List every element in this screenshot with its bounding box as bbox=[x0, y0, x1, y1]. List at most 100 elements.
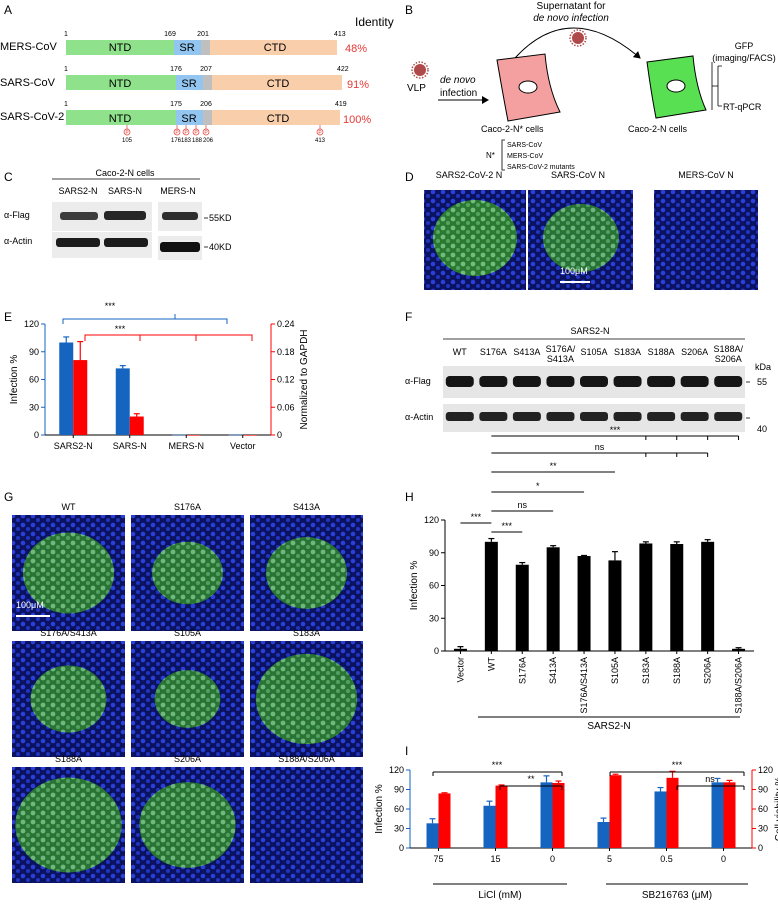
lane-label: S413A bbox=[547, 354, 574, 364]
image-title: S183A bbox=[293, 628, 320, 638]
start-label-mers: 1 bbox=[64, 31, 68, 38]
significance-label: ns bbox=[517, 500, 527, 510]
y-tick-label: 120 bbox=[389, 765, 404, 775]
infection-focus bbox=[30, 665, 107, 733]
bar bbox=[701, 541, 715, 651]
lane-label: SARS-N bbox=[108, 186, 142, 196]
lane-label: S188A/ bbox=[713, 344, 743, 354]
bar bbox=[609, 775, 622, 848]
lane-label: S413A bbox=[513, 347, 540, 357]
readout-qpcr: RT-qPCR bbox=[723, 102, 762, 112]
blot-header: SARS2-N bbox=[570, 326, 609, 336]
y2-tick-label: 0.24 bbox=[277, 319, 295, 329]
significance-label: *** bbox=[610, 425, 621, 435]
image-title: S206A bbox=[174, 754, 201, 764]
ntd-label-sars2: NTD bbox=[109, 113, 132, 125]
bar bbox=[438, 793, 451, 848]
nstar-item: SARS-CoV bbox=[507, 142, 542, 149]
sr-domain-sars2 bbox=[176, 110, 203, 125]
significance-label: *** bbox=[471, 512, 482, 522]
x-tick-label: Vector bbox=[455, 657, 465, 683]
lane-label: S183A bbox=[614, 347, 641, 357]
identity-header: Identity bbox=[355, 15, 394, 29]
panel-a: A Identity MERS-CoV 1 NTD SR CTD 169 201… bbox=[0, 3, 394, 144]
x-tick-label: Vector bbox=[230, 441, 256, 451]
x-tick-label: S105A bbox=[610, 657, 620, 684]
marker-label: 55KD bbox=[209, 213, 232, 223]
y-tick-label: 90 bbox=[394, 785, 404, 795]
ctd-label-sars: CTD bbox=[267, 78, 290, 90]
x-tick-label: 0 bbox=[550, 854, 555, 864]
marker-label: 40 bbox=[757, 424, 767, 434]
start-label-sars2: 1 bbox=[64, 101, 68, 108]
sr-end-mers: 201 bbox=[197, 31, 209, 38]
bar bbox=[484, 541, 498, 651]
readout-gfp-line2: (imaging/FACS) bbox=[712, 53, 776, 63]
micrograph bbox=[250, 767, 363, 883]
bar bbox=[73, 360, 88, 435]
bar bbox=[59, 342, 74, 435]
bar bbox=[426, 823, 439, 848]
infection-focus bbox=[265, 537, 348, 609]
x-tick-label: 5 bbox=[607, 854, 612, 864]
sr-label-sars: SR bbox=[181, 78, 196, 90]
lane-label: S176A/ bbox=[546, 344, 576, 354]
scalebar-label: 100μM bbox=[16, 600, 44, 610]
bar bbox=[172, 434, 187, 436]
vlp-label: VLP bbox=[407, 83, 426, 94]
y2-tick-label: 0.18 bbox=[277, 347, 295, 357]
chart-h: 0 30 60 90 120 Infection % Vector WT S176A S413A S… bbox=[409, 515, 754, 714]
bar bbox=[129, 416, 144, 435]
x-tick-label: S176A bbox=[517, 657, 527, 684]
y2-axis-label: Cell viability % bbox=[774, 777, 778, 842]
bar bbox=[540, 782, 553, 848]
bar bbox=[546, 547, 560, 651]
y-axis-label: Infection % bbox=[409, 561, 420, 611]
infection-focus bbox=[139, 782, 236, 868]
blot-band bbox=[104, 238, 148, 247]
significance-label: *** bbox=[672, 760, 683, 770]
micrograph-mers bbox=[654, 190, 758, 290]
panel-h-letter: H bbox=[405, 490, 414, 504]
ntd-label-sars: NTD bbox=[109, 78, 132, 90]
image-title: WT bbox=[62, 502, 76, 512]
infection-focus bbox=[15, 777, 122, 873]
readout-bracket bbox=[711, 62, 722, 110]
significance-bracket-red bbox=[84, 334, 253, 341]
scalebar-label: 100μM bbox=[560, 266, 588, 276]
image-title: SARS2-CoV-2 N bbox=[436, 170, 503, 180]
bar bbox=[639, 543, 653, 651]
end-label-sars: 422 bbox=[337, 66, 349, 73]
lane-label: S206A bbox=[715, 354, 742, 364]
x-tick-label: 75 bbox=[433, 854, 443, 864]
sr-label-mers: SR bbox=[179, 42, 194, 54]
panel-b-letter: B bbox=[405, 3, 413, 17]
y-axis-label: Infection % bbox=[9, 355, 20, 405]
panel-a-letter: A bbox=[4, 3, 12, 17]
y-tick-label: 60 bbox=[394, 804, 404, 814]
x-tick-label: MERS-N bbox=[169, 441, 205, 451]
bar bbox=[666, 777, 679, 848]
panel-g-letter: G bbox=[4, 490, 13, 504]
significance-label: ** bbox=[550, 461, 558, 471]
nstar-label: N* bbox=[486, 151, 495, 160]
blot-band bbox=[680, 376, 709, 387]
bar bbox=[186, 435, 201, 436]
phospho-marker: P bbox=[318, 130, 322, 136]
sr-domain-mers bbox=[174, 40, 201, 55]
blot-band bbox=[445, 376, 474, 387]
nucleus-icon bbox=[666, 79, 686, 93]
x-tick-label: S188A bbox=[672, 657, 682, 684]
blot-band bbox=[714, 376, 743, 387]
y-tick-label: 0 bbox=[34, 430, 39, 440]
lane-label: S188A bbox=[648, 347, 675, 357]
marker-label: 55 bbox=[757, 377, 767, 387]
image-title: S176A/S413A bbox=[40, 628, 97, 638]
ctd-domain-sars2 bbox=[212, 110, 340, 125]
caco2-n-label: Caco-2-N cells bbox=[628, 124, 688, 134]
ctd-domain-mers bbox=[210, 40, 337, 55]
blot-band bbox=[714, 412, 743, 421]
